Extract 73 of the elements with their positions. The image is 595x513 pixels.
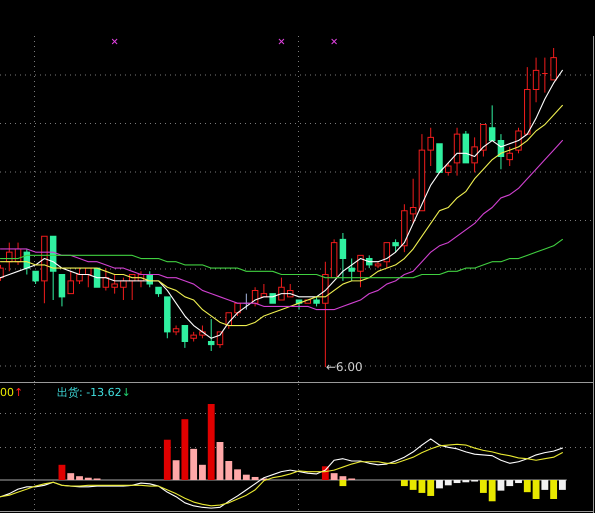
bar xyxy=(76,476,83,480)
candlestick xyxy=(471,136,478,173)
candlestick xyxy=(340,232,346,282)
candlestick xyxy=(58,274,66,307)
text: 00↑ xyxy=(0,386,24,399)
candlestick xyxy=(32,270,39,285)
bar xyxy=(506,480,514,486)
candlestick xyxy=(120,277,127,301)
candlestick xyxy=(164,296,171,339)
candlestick xyxy=(480,124,487,157)
bar xyxy=(164,440,171,480)
candlestick xyxy=(190,331,197,342)
candlestick xyxy=(454,127,460,176)
bar xyxy=(444,480,452,486)
bar xyxy=(532,480,540,499)
bar xyxy=(427,480,434,496)
bar xyxy=(515,480,522,484)
bar xyxy=(190,448,198,480)
candlestick xyxy=(524,66,531,135)
candlestick xyxy=(155,286,162,298)
candlestick xyxy=(418,134,426,212)
candlestick xyxy=(260,284,268,298)
candlestick xyxy=(102,268,110,291)
candlestick xyxy=(445,162,452,176)
bar xyxy=(550,480,558,499)
bar xyxy=(67,473,74,480)
bar xyxy=(330,473,338,480)
candlestick xyxy=(462,130,470,164)
candlestick xyxy=(111,274,118,294)
bar xyxy=(436,480,443,488)
bar xyxy=(172,460,180,480)
candlestick xyxy=(67,270,74,294)
candlestick xyxy=(488,104,496,142)
bar xyxy=(418,480,426,493)
candlestick xyxy=(330,238,338,278)
text: 出货: -13.62↓ xyxy=(57,386,131,399)
bar xyxy=(208,404,215,480)
bar xyxy=(339,476,346,480)
candlestick xyxy=(208,318,214,352)
bar xyxy=(339,480,346,486)
candlestick xyxy=(76,268,83,285)
candlestick xyxy=(436,143,443,173)
candlestick xyxy=(542,57,548,94)
candlestick xyxy=(550,48,557,80)
bar xyxy=(541,480,548,490)
candlestick xyxy=(506,146,513,167)
candlestick xyxy=(401,204,408,253)
bar xyxy=(58,464,66,480)
bar xyxy=(181,419,188,480)
candlestick xyxy=(410,178,416,224)
candlestick xyxy=(357,254,364,288)
candlestick xyxy=(41,236,48,304)
candlestick xyxy=(85,268,92,288)
bar xyxy=(558,480,566,490)
candlestick xyxy=(532,57,540,103)
candlestick xyxy=(384,242,390,269)
bar xyxy=(234,469,241,480)
bar xyxy=(524,480,531,492)
candlestick xyxy=(374,261,382,269)
candlestick xyxy=(278,277,285,301)
bar xyxy=(225,461,232,480)
candlestick xyxy=(172,325,180,336)
annotation: ←6.00 xyxy=(326,360,363,374)
candlestick xyxy=(94,268,100,288)
candlestick xyxy=(348,258,355,282)
bar xyxy=(498,480,504,491)
candlestick xyxy=(427,127,434,167)
bar xyxy=(216,442,224,480)
candlestick xyxy=(182,325,188,348)
candlestick xyxy=(392,238,399,253)
candlestick xyxy=(313,296,320,307)
bar xyxy=(454,480,460,484)
bar xyxy=(199,464,206,480)
